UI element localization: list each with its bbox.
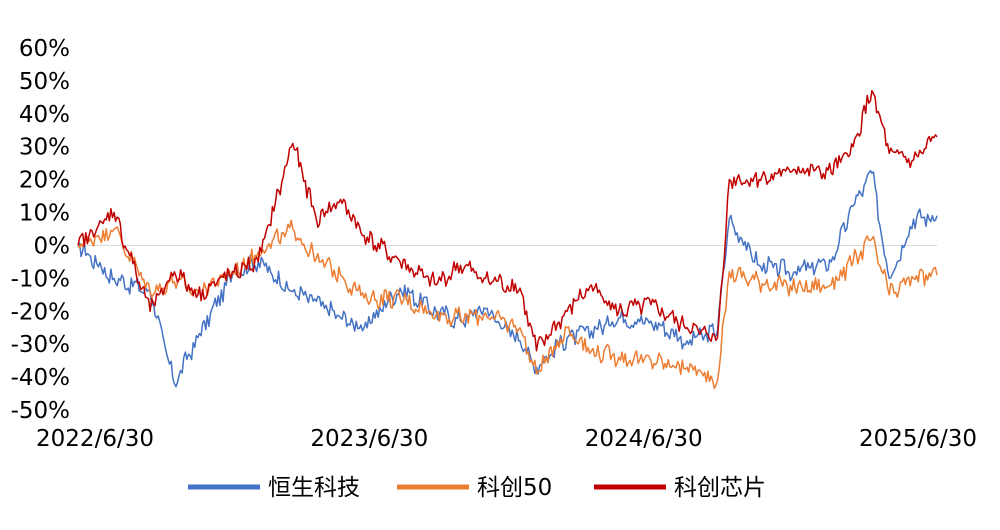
- legend-label: 恒生科技: [268, 475, 360, 501]
- y-tick-label: -30%: [11, 332, 70, 358]
- legend-label: 科创芯片: [674, 475, 766, 501]
- y-tick-label: -20%: [11, 299, 70, 325]
- y-tick-label: 0%: [34, 233, 71, 259]
- y-tick-label: -10%: [11, 266, 70, 292]
- x-tick-label: 2024/6/30: [585, 426, 703, 452]
- y-tick-label: 60%: [19, 36, 70, 62]
- series-line-0: [77, 169, 938, 388]
- y-axis-ticks: 60% 50% 40% 30% 20% 10% 0% -10% -20% -30% -40% -50%: [11, 36, 70, 424]
- y-tick-label: -50%: [11, 398, 70, 424]
- x-tick-label: 2023/6/30: [310, 426, 428, 452]
- series-lines: [77, 90, 938, 390]
- y-tick-label: 30%: [19, 135, 70, 161]
- y-tick-label: 20%: [19, 168, 70, 194]
- y-tick-label: 40%: [19, 102, 70, 128]
- x-axis-ticks: 2022/6/30 2023/6/30 2024/6/30 2025/6/30: [36, 426, 977, 452]
- legend-label: 科创50: [477, 475, 552, 501]
- series-line-2: [77, 90, 938, 352]
- x-tick-label: 2022/6/30: [36, 426, 154, 452]
- y-tick-label: 10%: [19, 201, 70, 227]
- y-tick-label: -40%: [11, 365, 70, 391]
- legend: 恒生科技 科创50 科创芯片: [188, 475, 766, 501]
- y-tick-label: 50%: [19, 69, 70, 95]
- x-tick-label: 2025/6/30: [859, 426, 977, 452]
- series-line-1: [77, 219, 938, 390]
